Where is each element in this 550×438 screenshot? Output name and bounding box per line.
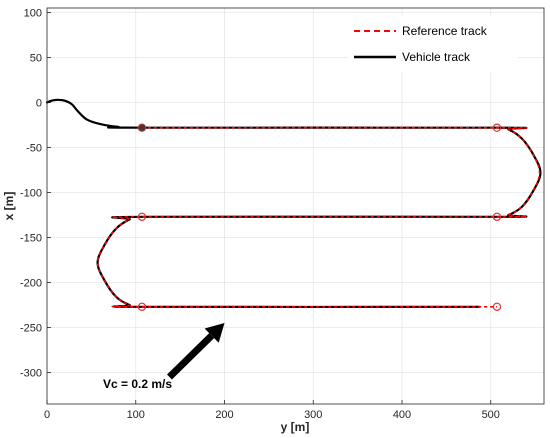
y-tick-label: 50 [30, 53, 42, 65]
annotation-arrow-shaft [167, 333, 215, 380]
legend-label-vehicle: Vehicle track [402, 50, 471, 64]
y-tick-label: 0 [36, 98, 42, 110]
x-tick-label: 100 [127, 409, 145, 421]
x-tick-label: 200 [215, 409, 233, 421]
y-tick-label: 100 [24, 8, 42, 20]
waypoint-marker [137, 123, 147, 132]
y-tick-label: -50 [26, 143, 42, 155]
annotation-arrow-head [204, 323, 225, 343]
waypoint-marker [137, 212, 147, 221]
y-tick-label: -200 [20, 278, 42, 290]
y-axis-label: x [m] [2, 192, 16, 221]
start-marker [138, 124, 146, 131]
x-tick-label: 400 [393, 409, 411, 421]
legend-box [348, 16, 518, 72]
plot-background [47, 8, 544, 404]
x-tick-label: 500 [482, 409, 500, 421]
legend: Reference track Vehicle track [348, 16, 518, 72]
annotation: Vc = 0.2 m/s [103, 323, 225, 391]
marker-layer [137, 123, 502, 311]
annotation-text: Vc = 0.2 m/s [103, 377, 172, 391]
y-tick-label: -300 [20, 368, 42, 380]
y-tick-label: -100 [20, 188, 42, 200]
x-tick-label: 300 [304, 409, 322, 421]
x-axis-label: y [m] [281, 420, 310, 434]
y-tick-label: -150 [20, 233, 42, 245]
tick-labels: 0 100 200 300 400 500100500-50-100-150-200-25… [20, 8, 500, 422]
y-tick-label: -250 [20, 323, 42, 335]
reference-track-line [96, 126, 541, 308]
legend-label-reference: Reference track [402, 24, 488, 38]
series-layer [45, 98, 542, 309]
x-tick-label: 0 [44, 409, 50, 421]
grid [46, 8, 544, 404]
plot-frame [46, 7, 545, 405]
waypoint-marker [137, 302, 147, 311]
waypoint-marker [492, 212, 502, 221]
waypoint-marker [492, 302, 502, 311]
waypoint-marker [492, 123, 502, 132]
